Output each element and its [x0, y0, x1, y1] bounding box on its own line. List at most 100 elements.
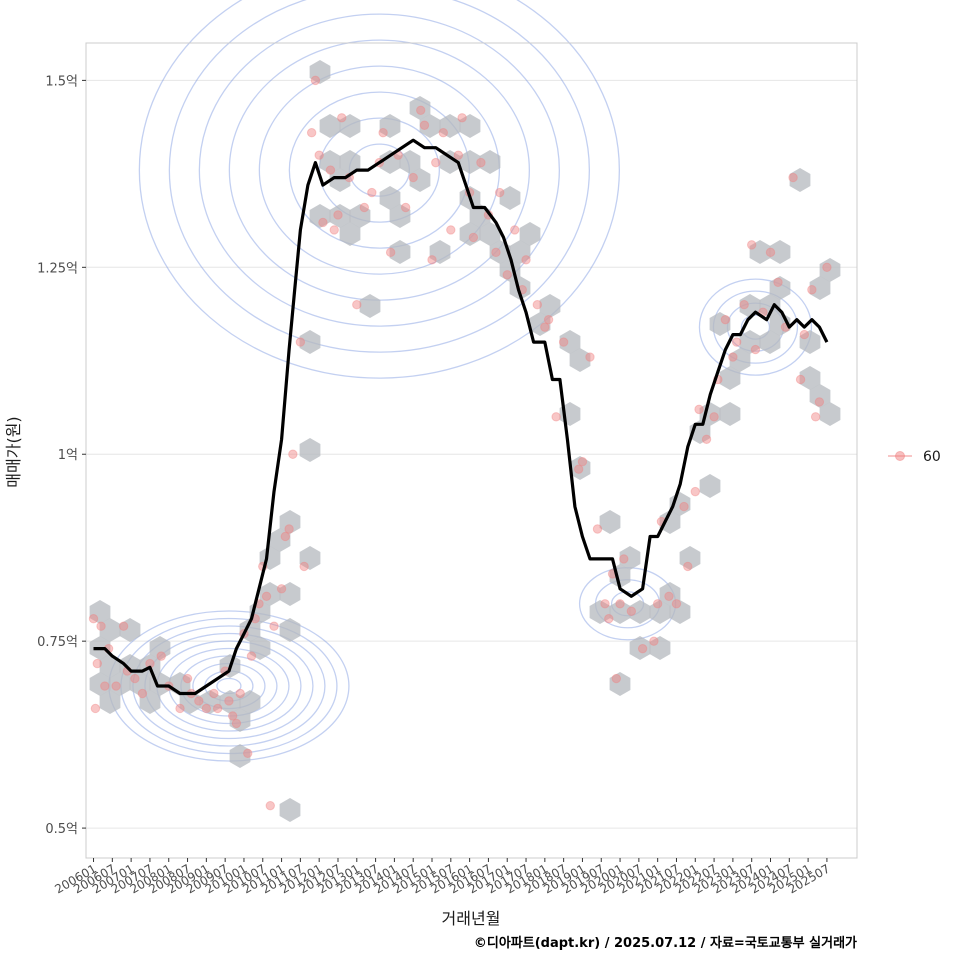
hex-bin: [649, 636, 671, 660]
hex-bin: [399, 150, 421, 174]
data-point: [352, 299, 362, 310]
hex-bin: [719, 366, 741, 390]
data-point: [385, 247, 396, 258]
hex-bin: [319, 150, 341, 174]
hex-bin: [809, 276, 831, 300]
data-point: [224, 696, 234, 706]
data-point: [400, 202, 411, 213]
hex-bin: [569, 348, 591, 372]
data-point: [626, 606, 637, 616]
data-point: [288, 449, 298, 459]
data-point: [261, 591, 272, 602]
data-point: [212, 703, 223, 714]
data-point: [427, 255, 437, 265]
data-point: [408, 172, 418, 183]
hex-bin: [419, 114, 441, 138]
y-tick-label: 0.5억: [45, 822, 78, 837]
data-point: [731, 337, 742, 347]
hex-bin: [659, 510, 681, 534]
data-point: [750, 344, 761, 355]
hex-bin: [129, 672, 151, 696]
panel-border: [85, 42, 858, 859]
hex-bin: [89, 600, 111, 624]
hex-bin: [149, 636, 171, 660]
legend-point: [895, 451, 905, 461]
data-point: [318, 217, 328, 228]
data-point: [280, 531, 291, 542]
data-point: [720, 314, 731, 325]
hex-bin: [649, 600, 671, 624]
hex-bin: [799, 330, 821, 354]
hex-bin: [809, 384, 831, 408]
data-point: [615, 599, 625, 609]
hex-bin: [749, 240, 771, 264]
hex-bin: [179, 690, 201, 714]
hex-bin: [319, 114, 341, 138]
hex-bin: [519, 222, 541, 246]
data-point: [822, 262, 832, 273]
hex-bin: [619, 546, 641, 570]
data-point: [495, 187, 505, 198]
data-point: [453, 150, 464, 160]
hex-bin: [609, 672, 631, 696]
data-point: [502, 270, 512, 280]
data-point: [728, 352, 738, 362]
data-point: [604, 614, 614, 624]
data-point: [611, 673, 621, 684]
hex-bin: [99, 690, 121, 714]
data-point: [235, 688, 245, 699]
hex-bin: [379, 186, 401, 210]
data-point: [329, 225, 339, 235]
data-point: [788, 172, 798, 183]
data-point: [306, 128, 317, 138]
hex-bin: [479, 150, 501, 174]
data-point: [592, 524, 603, 534]
trend-line: [93, 138, 829, 696]
data-point: [671, 599, 682, 609]
data-point: [201, 703, 212, 714]
data-point: [773, 277, 783, 287]
data-point: [194, 696, 204, 706]
data-point: [438, 128, 448, 138]
hex-bin: [439, 114, 461, 138]
data-point: [310, 75, 321, 86]
hex-bin: [789, 168, 811, 192]
data-point: [100, 681, 110, 691]
hex-bin: [389, 204, 411, 228]
data-point: [457, 113, 467, 123]
hex-bin: [509, 276, 531, 300]
hex-bin: [719, 402, 741, 426]
hex-bin: [389, 240, 411, 264]
data-point: [585, 352, 595, 362]
data-point: [799, 329, 810, 340]
data-point: [243, 748, 253, 759]
hex-bin: [279, 582, 301, 606]
hex-bin: [99, 618, 121, 642]
hex-bin: [459, 222, 481, 246]
hex-bin: [299, 330, 321, 354]
data-point: [446, 225, 456, 235]
data-point: [551, 412, 561, 422]
data-point: [299, 561, 309, 572]
data-point: [419, 120, 430, 130]
data-point: [182, 673, 193, 684]
data-point: [795, 374, 806, 385]
data-point: [540, 322, 550, 332]
hex-bin: [299, 438, 321, 462]
hex-bin: [669, 600, 691, 624]
hex-bin: [349, 204, 371, 228]
y-tick-label: 1.25억: [37, 261, 78, 276]
data-point: [175, 703, 185, 714]
data-point: [649, 636, 659, 646]
hex-bin: [329, 168, 351, 192]
hex-bin: [99, 654, 121, 678]
hex-bin: [769, 240, 791, 264]
y-axis-title: 매매가(원): [4, 416, 23, 487]
hex-bin: [599, 510, 621, 534]
hex-bin: [339, 114, 361, 138]
hex-bin: [479, 222, 501, 246]
hex-bin: [279, 618, 301, 642]
data-point: [694, 404, 704, 415]
data-point: [532, 299, 543, 310]
